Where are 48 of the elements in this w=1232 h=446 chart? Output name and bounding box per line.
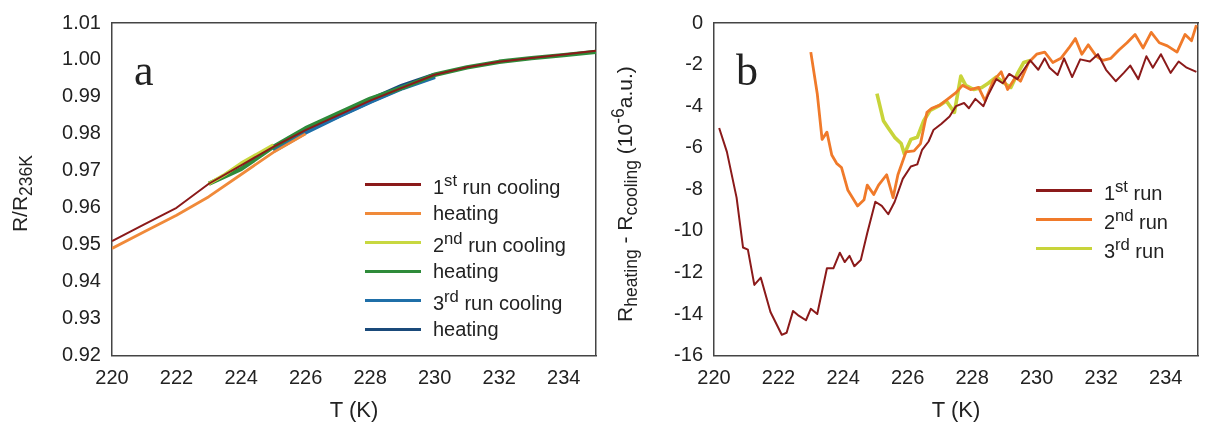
y-tick-label: 0.97 — [62, 158, 101, 181]
legend-label: 3$^{rd}$ run cooling — [432, 286, 564, 315]
y-tick-label: 0.98 — [62, 121, 101, 144]
y-tick-label: 0.92 — [62, 343, 101, 366]
x-tick-label: 230 — [1019, 366, 1054, 389]
x-tick-label: 226 — [288, 366, 323, 389]
y-tick-label: -12 — [674, 259, 703, 282]
y-tick-label: 0 — [691, 10, 703, 33]
x-tick-label: 234 — [547, 366, 581, 389]
x-tick-label: 232 — [482, 366, 516, 389]
x-tick-label: 228 — [955, 366, 989, 389]
x-tick-label: 230 — [417, 366, 452, 389]
x-tick-label: 232 — [1084, 366, 1118, 389]
legend-label: heating — [432, 202, 500, 225]
y-tick-label: -14 — [674, 301, 703, 324]
legend-label: 2$^{nd}$ run — [1103, 205, 1168, 234]
x-tick-label: 224 — [826, 366, 860, 389]
legend-label: 1$^{st}$ run — [1103, 176, 1164, 205]
y-tick-label: 1.01 — [62, 10, 101, 33]
y-tick-label: -10 — [674, 218, 703, 241]
y-tick-label: -4 — [685, 93, 703, 116]
y-tick-label: 0.95 — [62, 232, 101, 255]
x-tick-label: 226 — [890, 366, 925, 389]
x-tick-label: 222 — [761, 366, 796, 389]
y-tick-label: -16 — [674, 343, 703, 366]
y-tick-label: 0.94 — [62, 269, 101, 292]
x-tick-label: 220 — [95, 366, 129, 389]
legend-label: 3$^{rd}$ run — [1103, 234, 1166, 263]
x-axis-title: T (K) — [931, 396, 981, 422]
y-tick-label: -6 — [685, 135, 703, 158]
y-tick-label: 0.99 — [62, 84, 101, 107]
y-tick-label: 1.00 — [62, 47, 101, 70]
legend-label: 2$^{nd}$ run cooling — [432, 228, 566, 257]
x-tick-label: 222 — [159, 366, 194, 389]
x-tick-label: 224 — [224, 366, 258, 389]
y-tick-label: -2 — [685, 52, 703, 75]
x-tick-label: 220 — [697, 366, 731, 389]
x-axis-title: T (K) — [329, 396, 379, 422]
y-tick-label: 0.96 — [62, 195, 101, 218]
x-tick-label: 234 — [1149, 366, 1183, 389]
annotation: a — [134, 45, 154, 95]
legend-label: heating — [432, 318, 500, 341]
annotation: b — [736, 45, 758, 95]
y-tick-label: 0.93 — [62, 306, 101, 329]
y-tick-label: -8 — [685, 176, 703, 199]
x-tick-label: 228 — [353, 366, 387, 389]
legend-label: 1$^{st}$ run cooling — [432, 170, 562, 199]
legend-label: heating — [432, 260, 500, 283]
